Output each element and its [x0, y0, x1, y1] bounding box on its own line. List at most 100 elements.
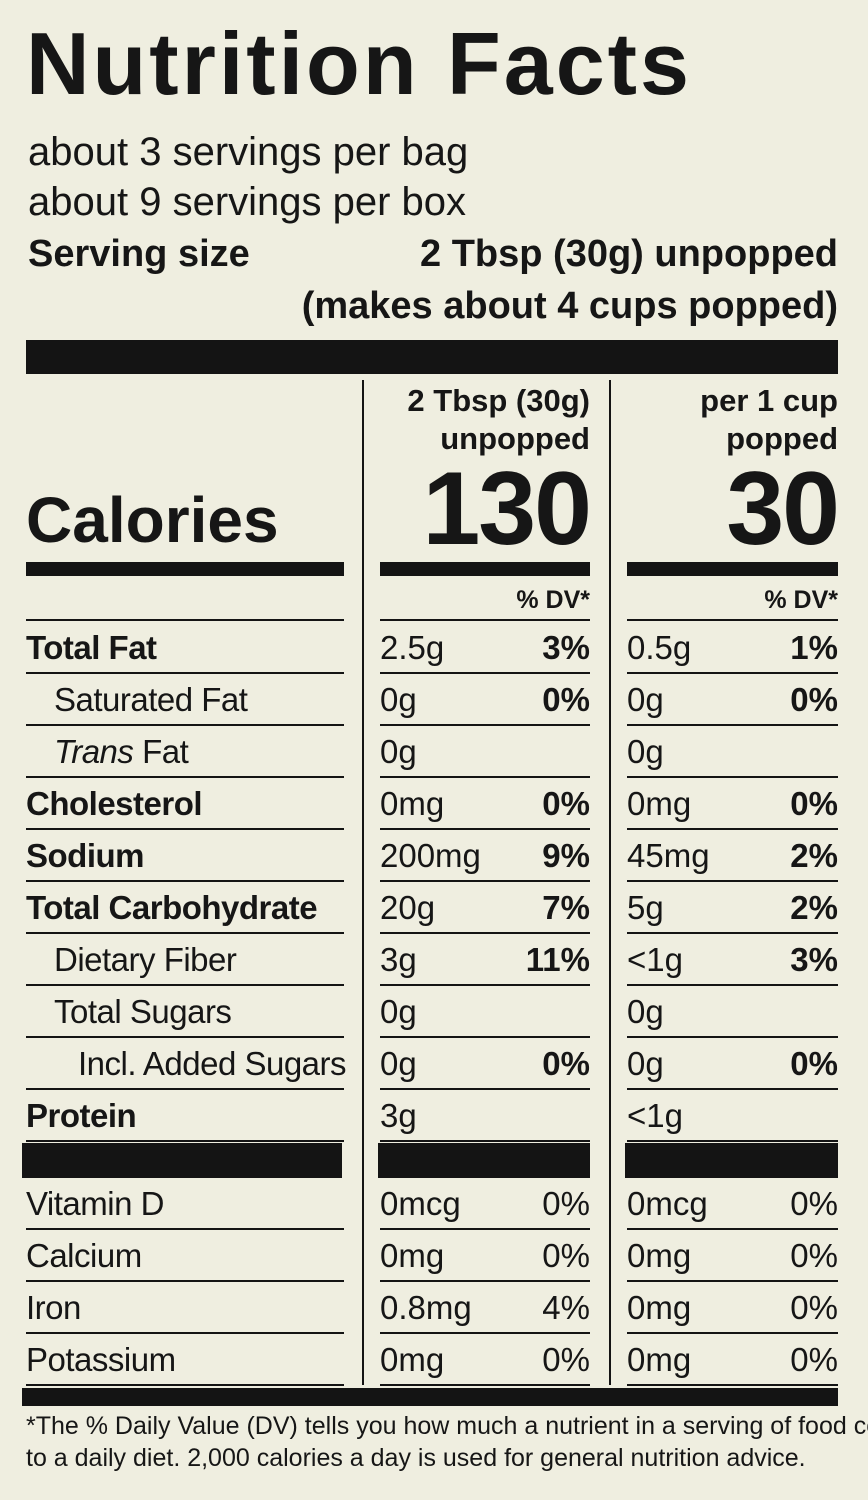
row-rule — [380, 1140, 590, 1142]
row-rule — [26, 1280, 344, 1282]
nutrient-name: Trans Fat — [54, 726, 189, 778]
row-rule — [380, 880, 590, 882]
daily-value: 0% — [790, 785, 838, 822]
column-header: per 1 cup — [700, 383, 838, 418]
nutrient-name-text: Iron — [26, 1289, 81, 1326]
amount: 0g — [380, 993, 417, 1030]
row-rule — [627, 776, 838, 778]
row-rule — [26, 1228, 344, 1230]
daily-value: 0% — [542, 681, 590, 718]
daily-value: 2% — [790, 889, 838, 926]
amount: 0g — [380, 1045, 417, 1082]
daily-value: 3% — [790, 941, 838, 978]
row-rule — [627, 1088, 838, 1090]
amount: 45mg — [627, 837, 710, 874]
daily-value: 0% — [790, 681, 838, 718]
amount: 0g — [380, 733, 417, 770]
rule — [26, 562, 344, 576]
rule — [26, 619, 344, 621]
daily-value: 0% — [790, 1289, 838, 1326]
nutrient-name-text: Dietary Fiber — [54, 941, 237, 978]
daily-value: 1% — [790, 629, 838, 666]
row-rule — [26, 724, 344, 726]
footnote: to a daily diet. 2,000 calories a day is… — [26, 1444, 806, 1472]
thick-rule — [625, 1143, 838, 1178]
row-rule — [627, 1140, 838, 1142]
amount: 5g — [627, 889, 664, 926]
dv-header: % DV* — [764, 586, 838, 614]
rule — [627, 619, 838, 621]
serving-size-value: 2 Tbsp (30g) unpopped — [420, 233, 838, 275]
amount: 0.8mg — [380, 1289, 472, 1326]
amount: 2.5g — [380, 629, 445, 666]
nutrient-name: Saturated Fat — [54, 674, 248, 726]
nutrient-name: Incl. Added Sugars — [78, 1038, 347, 1090]
row-rule — [380, 776, 590, 778]
column-header: 2 Tbsp (30g) — [407, 383, 590, 418]
amount: 0mg — [627, 1289, 692, 1326]
amount: 0g — [380, 681, 417, 718]
row-rule — [26, 1036, 344, 1038]
nutrient-name-text: Potassium — [26, 1341, 176, 1378]
daily-value: 0% — [542, 1045, 590, 1082]
amount: 0g — [627, 681, 664, 718]
nutrient-name: Iron — [26, 1282, 81, 1334]
serving-size-value: (makes about 4 cups popped) — [301, 285, 838, 327]
row-rule — [627, 880, 838, 882]
amount: 0mg — [627, 1341, 692, 1378]
amount: 3g — [380, 1097, 417, 1134]
row-rule — [26, 932, 344, 934]
row-rule — [627, 1228, 838, 1230]
amount: 0mg — [380, 785, 445, 822]
nutrient-name: Total Carbohydrate — [26, 882, 318, 934]
row-rule — [627, 984, 838, 986]
dv-header: % DV* — [516, 586, 590, 614]
nutrient-name: Total Sugars — [54, 986, 232, 1038]
nutrient-name-text: Total Fat — [26, 629, 157, 666]
daily-value: 0% — [542, 1237, 590, 1274]
nutrient-name-text: Total Sugars — [54, 993, 232, 1030]
nutrient-name: Potassium — [26, 1334, 176, 1386]
amount: 0mcg — [380, 1185, 461, 1222]
calories-label: Calories — [26, 484, 279, 556]
rule — [380, 562, 590, 576]
daily-value: 0% — [542, 785, 590, 822]
amount: 3g — [380, 941, 417, 978]
row-rule — [380, 724, 590, 726]
nutrient-name: Total Fat — [26, 622, 157, 674]
row-rule — [26, 672, 344, 674]
amount: 0.5g — [627, 629, 692, 666]
nutrient-name-text: Incl. Added Sugars — [78, 1045, 347, 1082]
daily-value: 4% — [542, 1289, 590, 1326]
amount: 0mcg — [627, 1185, 708, 1222]
amount: 0mg — [627, 785, 692, 822]
daily-value: 0% — [542, 1185, 590, 1222]
daily-value: 11% — [525, 941, 590, 978]
amount: 200mg — [380, 837, 481, 874]
row-rule — [627, 932, 838, 934]
column-header: popped — [726, 421, 838, 456]
rule — [627, 562, 838, 576]
daily-value: 2% — [790, 837, 838, 874]
row-rule — [26, 776, 344, 778]
row-rule — [380, 932, 590, 934]
thick-rule — [22, 1143, 342, 1178]
daily-value: 7% — [542, 889, 590, 926]
nutrient-name-text: Protein — [26, 1097, 137, 1134]
column-header: unpopped — [440, 421, 590, 456]
amount: 0mg — [380, 1341, 445, 1378]
amount: <1g — [627, 941, 683, 978]
daily-value: 0% — [790, 1185, 838, 1222]
row-rule — [627, 672, 838, 674]
row-rule — [380, 1384, 590, 1386]
nutrient-name-text: Cholesterol — [26, 785, 203, 822]
daily-value: 0% — [790, 1341, 838, 1378]
nutrient-name-text: Sodium — [26, 837, 145, 874]
footnote: *The % Daily Value (DV) tells you how mu… — [26, 1412, 868, 1440]
nutrient-name-text: Fat — [142, 733, 189, 770]
row-rule — [380, 1332, 590, 1334]
row-rule — [627, 1280, 838, 1282]
nutrient-name: Dietary Fiber — [54, 934, 237, 986]
daily-value: 0% — [790, 1045, 838, 1082]
row-rule — [627, 1036, 838, 1038]
